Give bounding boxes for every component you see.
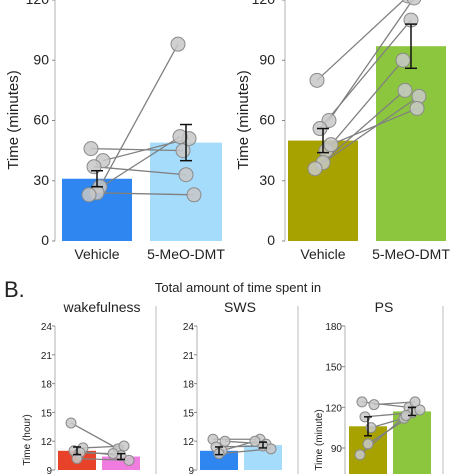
y-tick-label: 30 xyxy=(259,172,275,188)
point-vehicle xyxy=(354,449,366,461)
point-treatment xyxy=(107,448,119,460)
y-tick-label: 12 xyxy=(41,437,53,448)
y-tick-label: 21 xyxy=(183,351,195,362)
point-vehicle xyxy=(65,417,77,429)
y-tick-label: 24 xyxy=(183,322,195,333)
point-treatment xyxy=(265,443,277,455)
y-tick-label: 90 xyxy=(331,444,343,455)
pair-line xyxy=(319,19,412,129)
pair-line xyxy=(70,422,119,450)
point-treatment xyxy=(414,404,426,416)
y-tick-label: 150 xyxy=(325,363,342,374)
panel-title-b-sws: SWS xyxy=(224,299,256,315)
point-treatment xyxy=(406,0,422,6)
y-tick-label: 90 xyxy=(259,51,275,67)
point-vehicle xyxy=(83,141,99,157)
point-vehicle xyxy=(362,438,374,450)
pair-line xyxy=(93,166,187,176)
y-tick-label: 60 xyxy=(259,112,275,128)
point-vehicle xyxy=(81,187,97,203)
point-vehicle xyxy=(309,72,325,88)
bar-b-ps-1 xyxy=(393,411,431,474)
bar-a-right-1 xyxy=(376,46,446,241)
pair-line xyxy=(330,107,418,146)
pair-line xyxy=(90,147,184,152)
y-axis-label: Time (minutes) xyxy=(235,70,252,169)
y-tick-label: 0 xyxy=(267,232,275,248)
chart-a-right xyxy=(282,0,446,242)
category-label: 5-MeO-DMT xyxy=(147,246,225,262)
chart-b-sws xyxy=(194,325,282,471)
point-treatment xyxy=(170,36,186,52)
point-vehicle xyxy=(323,137,339,153)
y-axis-label: Time (hour) xyxy=(22,414,33,465)
y-tick-label: 90 xyxy=(33,51,49,67)
y-tick-label: 30 xyxy=(33,172,49,188)
point-vehicle xyxy=(307,161,323,177)
y-tick-label: 60 xyxy=(33,112,49,128)
panel-title-b-ps: PS xyxy=(375,299,394,315)
y-tick-label: 120 xyxy=(26,0,50,7)
point-treatment xyxy=(172,129,188,145)
point-vehicle xyxy=(86,159,102,175)
pair-line xyxy=(322,95,420,164)
y-tick-label: 15 xyxy=(41,408,53,419)
y-axis-label: Time (minute) xyxy=(314,409,325,470)
pair-line xyxy=(325,59,404,152)
point-treatment xyxy=(409,100,425,116)
y-tick-label: 18 xyxy=(183,380,195,391)
panel-title-b-wakefulness: wakefulness xyxy=(62,299,140,315)
y-tick-label: 12 xyxy=(183,437,195,448)
y-tick-label: 0 xyxy=(41,232,49,248)
y-tick-label: 9 xyxy=(188,466,194,474)
y-tick-label: 180 xyxy=(325,322,342,333)
pair-line xyxy=(79,452,114,455)
pair-line xyxy=(96,192,195,196)
y-tick-label: 21 xyxy=(41,351,53,362)
category-label: Vehicle xyxy=(74,246,119,262)
y-axis-label: Time (minutes) xyxy=(5,70,22,169)
chart-b-ps xyxy=(342,325,431,474)
panel-b-label: B. xyxy=(4,277,25,302)
point-vehicle xyxy=(356,396,368,408)
chart-b-wakefulness xyxy=(52,325,140,471)
y-tick-label: 9 xyxy=(46,466,52,474)
pair-line xyxy=(370,417,405,429)
point-treatment xyxy=(395,52,411,68)
y-tick-label: 120 xyxy=(252,0,276,7)
point-treatment xyxy=(178,167,194,183)
y-tick-label: 24 xyxy=(41,322,53,333)
panel-b-heading: Total amount of time spent in xyxy=(155,280,321,295)
y-tick-label: 120 xyxy=(325,403,342,414)
y-tick-label: 18 xyxy=(41,380,53,391)
pair-line xyxy=(99,43,179,188)
chart-a-left xyxy=(52,0,222,242)
point-treatment xyxy=(123,454,135,466)
charts-layer: 0306090120Time (minutes)Vehicle5-MeO-DMT… xyxy=(5,0,450,474)
category-label: Vehicle xyxy=(300,246,345,262)
bar-b-sws-0 xyxy=(200,450,238,470)
point-treatment xyxy=(249,435,261,447)
pair-line xyxy=(316,0,405,81)
pair-line xyxy=(102,137,190,162)
point-treatment xyxy=(118,440,130,452)
point-vehicle xyxy=(219,435,231,447)
point-vehicle xyxy=(368,399,380,411)
y-tick-label: 15 xyxy=(183,408,195,419)
point-treatment xyxy=(186,187,202,203)
category-label: 5-MeO-DMT xyxy=(372,246,450,262)
pair-line xyxy=(221,440,256,452)
point-treatment xyxy=(397,82,413,98)
